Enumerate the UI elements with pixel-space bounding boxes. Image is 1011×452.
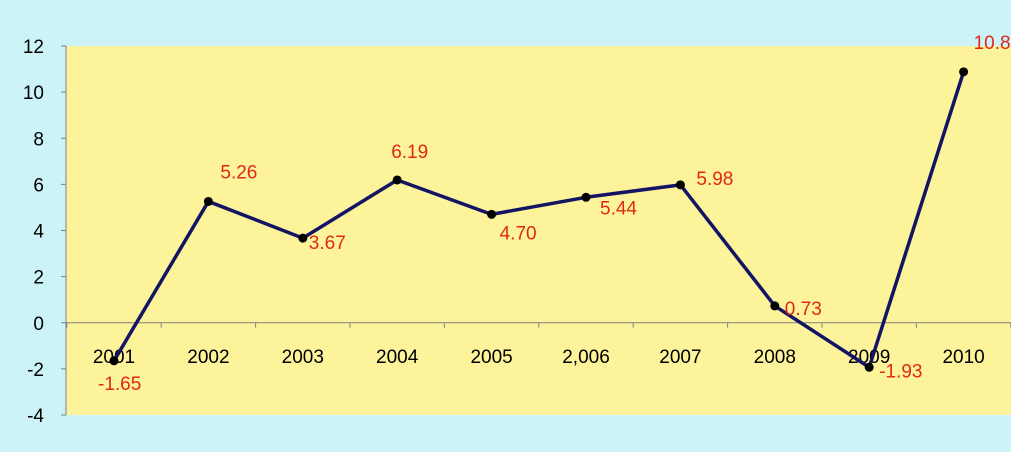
data-label: 3.67 (309, 233, 346, 254)
x-tick-label: 2009 (848, 347, 890, 368)
data-point (487, 209, 497, 219)
data-point (959, 67, 969, 77)
data-label: 5.98 (696, 169, 733, 190)
x-tick-label: 2005 (470, 347, 512, 368)
x-tick-label: 2003 (282, 347, 324, 368)
y-tick-label: 10 (23, 83, 44, 104)
data-point (298, 233, 308, 243)
data-point (392, 175, 402, 185)
data-label: 0.73 (785, 299, 822, 320)
data-point (203, 196, 213, 206)
y-tick-label: 2 (33, 268, 44, 289)
y-tick-label: 4 (33, 222, 44, 243)
data-label: -1.65 (98, 374, 141, 395)
data-label: 10.88 (974, 33, 1011, 54)
series-line (112, 71, 966, 370)
y-axis: 12 10 8 6 4 2 0 -2 -4 (23, 37, 67, 427)
data-label: -1.93 (879, 361, 922, 382)
x-axis: 200120022003200420052,006200720082009201… (66, 322, 1011, 368)
y-tick-label: 8 (33, 129, 44, 150)
y-tick-label: 12 (23, 37, 44, 58)
data-point (675, 180, 685, 190)
y-tick-label: -4 (27, 406, 44, 427)
data-label: 4.70 (500, 223, 537, 244)
plot-area (66, 46, 1011, 415)
data-labels-group: -1.65 5.26 3.67 6.19 4.70 5.44 5.98 0.73 -1.93 10… (98, 33, 1011, 395)
data-label: 5.26 (220, 162, 257, 183)
x-tick-label: 2002 (187, 347, 229, 368)
data-label: 6.19 (391, 142, 428, 163)
data-point (864, 362, 874, 372)
data-point (581, 192, 591, 202)
x-tick-label: 2010 (942, 347, 984, 368)
y-tick-label: 6 (33, 175, 44, 196)
x-tick-label: 2,006 (562, 347, 610, 368)
x-tick-label: 2007 (659, 347, 701, 368)
data-point (770, 301, 780, 311)
series-line-group (109, 67, 969, 372)
x-tick-label: 2004 (376, 347, 419, 368)
y-tick-label: -2 (27, 360, 44, 381)
y-tick-label: 0 (33, 314, 44, 335)
data-label: 5.44 (600, 198, 637, 219)
x-tick-label: 2008 (754, 347, 796, 368)
data-point (109, 356, 119, 366)
